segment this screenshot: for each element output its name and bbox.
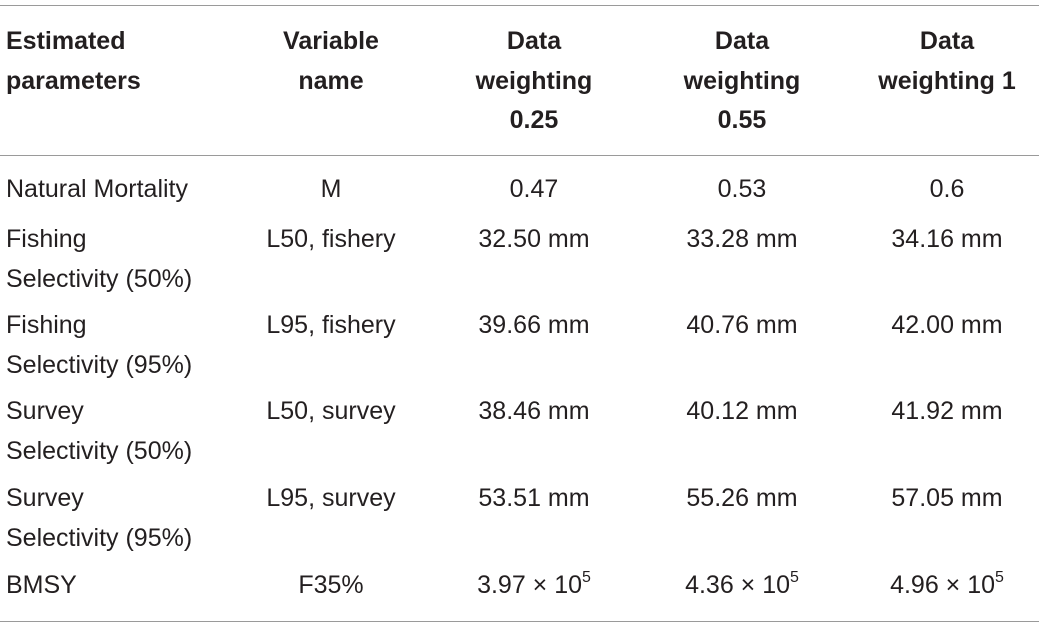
value-cell: 57.05 mm (891, 484, 1003, 512)
parameter-text: Survey (6, 484, 84, 512)
header-text: name (298, 66, 364, 95)
parameter-text: Selectivity (95%) (6, 523, 193, 552)
header-text: Data (714, 27, 770, 55)
parameter-text: Survey (6, 397, 84, 425)
value-cell: 41.92 mm (891, 397, 1003, 425)
value-cell: 55.26 mm (686, 484, 798, 512)
value-cell: 42.00 mm (891, 311, 1003, 339)
value-cell: 0.6 (929, 175, 965, 203)
variable-text: L95, survey (266, 484, 396, 512)
header-text: weighting 1 (878, 66, 1016, 95)
parameter-text: BMSY (6, 571, 77, 599)
value-exponent: 5 (995, 569, 1004, 586)
variable-text: L50, survey (266, 397, 396, 425)
value-cell: 3.97 × 105 (424, 566, 644, 605)
header-text: Estimated (6, 27, 126, 55)
parameter-text: Fishing (6, 225, 87, 253)
header-text: parameters (6, 66, 141, 95)
value-cell: 4.96 × 105 (837, 566, 1039, 605)
parameter-text: Selectivity (50%) (6, 264, 193, 293)
parameter-text: Selectivity (50%) (6, 436, 193, 465)
value-cell: 0.47 (509, 175, 559, 203)
header-text: Data (919, 27, 975, 55)
value-exponent: 5 (582, 569, 591, 586)
value-exponent: 5 (790, 569, 799, 586)
value-base: 4.36 × 10 (685, 571, 791, 599)
value-cell: 38.46 mm (478, 397, 590, 425)
value-cell: 39.66 mm (478, 311, 590, 339)
value-cell: 33.28 mm (686, 225, 798, 253)
variable-text: M (320, 175, 342, 203)
value-cell: 4.36 × 105 (632, 566, 852, 605)
value-cell: 32.50 mm (478, 225, 590, 253)
header-text: weighting (475, 66, 593, 95)
value-cell: 0.53 (717, 175, 767, 203)
header-text: weighting (683, 66, 801, 95)
variable-text: F35% (298, 571, 364, 599)
header-text: Data (506, 27, 562, 55)
bottom-rule (0, 621, 1039, 622)
value-base: 3.97 × 10 (477, 571, 583, 599)
value-cell: 53.51 mm (478, 484, 590, 512)
top-rule (0, 5, 1039, 6)
header-rule (0, 155, 1039, 156)
parameter-text: Natural Mortality (6, 175, 188, 203)
variable-text: L95, fishery (266, 311, 396, 339)
parameter-text: Selectivity (95%) (6, 350, 193, 379)
value-cell: 40.76 mm (686, 311, 798, 339)
variable-text: L50, fishery (266, 225, 396, 253)
header-text: 0.25 (509, 106, 559, 134)
value-cell: 40.12 mm (686, 397, 798, 425)
header-text: 0.55 (717, 106, 767, 134)
value-cell: 34.16 mm (891, 225, 1003, 253)
parameter-text: Fishing (6, 311, 87, 339)
value-base: 4.96 × 10 (890, 571, 996, 599)
header-text: Variable (283, 27, 379, 55)
